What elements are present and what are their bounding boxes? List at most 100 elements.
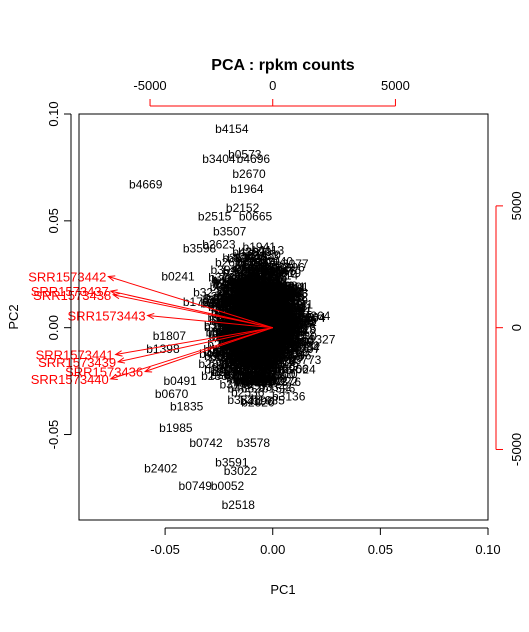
gene-label-cloud: b1878 (254, 371, 288, 385)
gene-label-cloud: b3633 (216, 278, 250, 292)
gene-label-cloud: b1906 (215, 300, 249, 314)
gene-label-cloud: b2110 (216, 294, 249, 308)
gene-label-cloud: b2885 (198, 357, 232, 371)
gene-label-cloud: b2911 (223, 288, 256, 302)
gene-label-cloud: b4097 (210, 350, 244, 364)
gene-label-cloud: b3956 (270, 350, 304, 364)
gene-label-cloud: b1088 (243, 315, 277, 329)
gene-label-cloud: b3833 (212, 277, 246, 291)
gene-label-cloud: b3147 (262, 264, 296, 278)
gene-label-cloud: b1001 (248, 301, 282, 315)
y-tick-label: 0.05 (46, 208, 61, 233)
gene-label-cloud: b2677 (257, 324, 291, 338)
gene-label-cloud: b2511 (241, 353, 274, 367)
gene-label-cloud: b4152 (254, 343, 288, 357)
gene-label-cloud: b1575 (272, 308, 306, 322)
loading-arrow (115, 327, 273, 355)
gene-label-cloud: b3802 (227, 252, 261, 266)
gene-label-cloud: b2808 (267, 294, 301, 308)
gene-label-cloud: b1190 (239, 356, 272, 370)
gene-label-cloud: b4145 (231, 305, 265, 319)
gene-label-cloud: b2024 (282, 363, 316, 377)
gene-label-cloud: b3871 (260, 290, 294, 304)
gene-label-cloud: b3077 (275, 257, 309, 271)
gene-label-cloud: b2983 (256, 305, 290, 319)
gene-label-cloud: b1285 (249, 301, 283, 315)
gene-label-cloud: b3419 (246, 354, 280, 368)
gene-label-cloud: b1161 (226, 372, 259, 386)
gene-label-cloud: b3616 (238, 268, 272, 282)
gene-label-cloud: b2514 (227, 294, 261, 308)
gene-label-cloud: b1202 (251, 284, 285, 298)
gene-label-cloud: b1429 (241, 306, 275, 320)
gene-label-cloud: b1344 (256, 344, 290, 358)
gene-label-cloud: b1008 (236, 300, 270, 314)
gene-label-cloud: b2168 (275, 311, 309, 325)
gene-label-cloud: b1104 (273, 347, 306, 361)
gene-label-cloud: b4363 (231, 291, 265, 305)
gene-label-cloud: b3108 (215, 346, 249, 360)
gene-label-cloud: b3712 (248, 309, 282, 323)
gene-label-cloud: b4048 (247, 299, 281, 313)
gene-label-cloud: b4376 (268, 375, 302, 389)
gene-label-cloud: b2009 (234, 362, 268, 376)
gene-label-cloud: b3110 (259, 304, 292, 318)
gene-label-cloud: b1791 (267, 318, 301, 332)
gene-label-cloud: b4126 (235, 341, 269, 355)
gene-label-cloud: b1263 (236, 283, 270, 297)
gene-label: b0573 (228, 148, 262, 162)
gene-label-cloud: b4356 (227, 272, 261, 286)
gene-label-cloud: b2999 (252, 334, 286, 348)
gene-label-cloud: b3394 (265, 329, 299, 343)
gene-label-cloud: b4358 (221, 337, 255, 351)
gene-label: b1835 (170, 400, 204, 414)
gene-label-cloud: b2200 (273, 341, 307, 355)
gene-label-cloud: b1000 (263, 286, 297, 300)
gene-label-cloud: b1270 (244, 334, 278, 348)
gene-label-cloud: b1007 (213, 291, 247, 305)
gene-label-cloud: b2336 (269, 295, 303, 309)
gene-label-cloud: b2572 (226, 345, 260, 359)
gene-label-cloud: b4466 (252, 297, 286, 311)
gene-label-cloud: b2164 (224, 368, 258, 382)
top-tick-label: -5000 (133, 78, 166, 93)
gene-label: b3022 (224, 464, 258, 478)
gene-label-cloud: b3026 (272, 335, 306, 349)
gene-label-cloud: b3140 (227, 279, 261, 293)
loading-arrowhead (109, 373, 118, 380)
gene-label-cloud: b2595 (277, 336, 311, 350)
gene-label-cloud: b4140 (244, 288, 278, 302)
gene-label-cloud: b3333 (278, 313, 312, 327)
gene-label-cloud: b1471 (251, 309, 285, 323)
gene-label-cloud: b3674 (248, 300, 282, 314)
gene-label-cloud: b1483 (239, 291, 273, 305)
gene-label-cloud: b2270 (263, 353, 297, 367)
gene-label-cloud: b3636 (266, 289, 300, 303)
gene-label-cloud: b3029 (246, 304, 280, 318)
gene-label-cloud: b2261 (244, 347, 278, 361)
gene-label-cloud: b4565 (238, 349, 272, 363)
gene-label-cloud: b4481 (274, 321, 308, 335)
gene-label-cloud: b3368 (270, 325, 304, 339)
gene-label-cloud: b4238 (243, 347, 277, 361)
gene-label-cloud: b4009 (253, 342, 287, 356)
top-tick-label: 5000 (381, 78, 410, 93)
gene-label-cloud: b4117 (262, 281, 295, 295)
gene-label-cloud: b1958 (216, 305, 250, 319)
gene-label-cloud: b1022 (265, 374, 299, 388)
gene-label-cloud: b4467 (242, 297, 276, 311)
gene-label-cloud: b2494 (254, 348, 288, 362)
gene-label-cloud: b3688 (245, 309, 279, 323)
gene-label-cloud: b1526 (262, 381, 296, 395)
gene-label-cloud: b3596 (258, 286, 292, 300)
gene-label-cloud: b3272 (276, 337, 310, 351)
gene-label-cloud: b1816 (283, 322, 317, 336)
gene-label-cloud: b3037 (244, 314, 278, 328)
gene-label-cloud: b3725 (251, 294, 285, 308)
gene-label-cloud: b1743 (207, 346, 241, 360)
gene-label-cloud: b4500 (243, 304, 277, 318)
gene-label-cloud: b2136 (239, 346, 273, 360)
gene-label-cloud: b2990 (255, 311, 289, 325)
gene-label-cloud: b2806 (253, 275, 287, 289)
gene-label-cloud: b3568 (280, 314, 314, 328)
